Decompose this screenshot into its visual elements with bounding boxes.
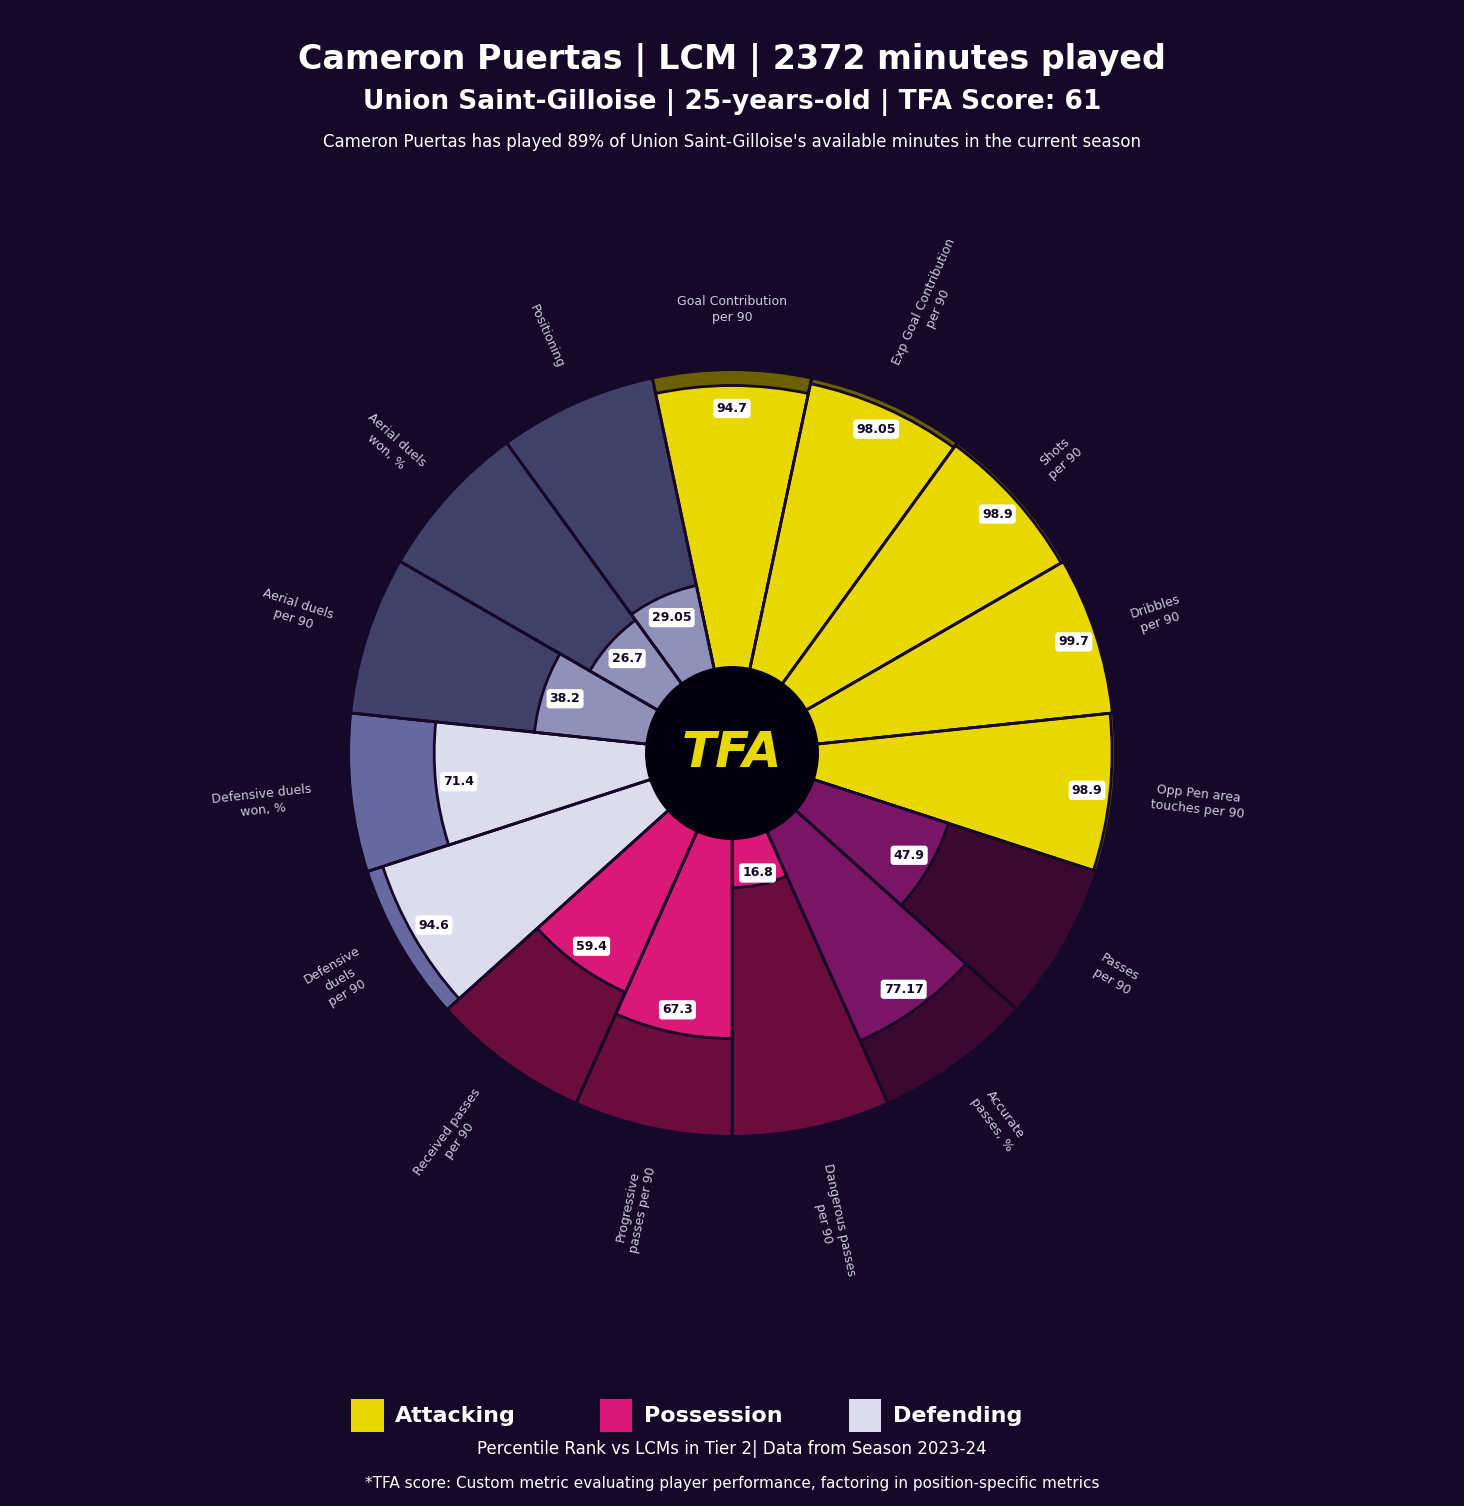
Text: 29.05: 29.05	[651, 611, 691, 623]
Wedge shape	[382, 779, 669, 998]
Text: Union Saint-Gilloise | 25-years-old | TFA Score: 61: Union Saint-Gilloise | 25-years-old | TF…	[363, 89, 1101, 116]
Wedge shape	[732, 830, 786, 887]
Text: Shots
per 90: Shots per 90	[1035, 432, 1085, 482]
Wedge shape	[400, 443, 682, 711]
Text: 98.9: 98.9	[1072, 783, 1102, 797]
Text: 94.7: 94.7	[716, 402, 748, 416]
Wedge shape	[750, 384, 955, 685]
Wedge shape	[575, 830, 732, 1137]
Wedge shape	[795, 779, 949, 905]
Wedge shape	[590, 620, 682, 711]
Text: Defensive duels
won, %: Defensive duels won, %	[211, 783, 315, 822]
Text: Attacking: Attacking	[395, 1405, 517, 1426]
Text: Percentile Rank vs LCMs in Tier 2| Data from Season 2023-24: Percentile Rank vs LCMs in Tier 2| Data …	[477, 1440, 987, 1458]
Text: Aerial duels
won, %: Aerial duels won, %	[354, 411, 429, 482]
Text: Possession: Possession	[644, 1405, 783, 1426]
Wedge shape	[750, 378, 957, 685]
Text: 71.4: 71.4	[444, 776, 474, 788]
Text: Goal Contribution
per 90: Goal Contribution per 90	[676, 295, 788, 324]
Wedge shape	[435, 721, 651, 845]
Wedge shape	[782, 443, 1064, 711]
Text: Received passes
per 90: Received passes per 90	[411, 1086, 496, 1187]
Wedge shape	[656, 386, 808, 670]
Wedge shape	[534, 654, 659, 744]
Text: Cameron Puertas has played 89% of Union Saint-Gilloise's available minutes in th: Cameron Puertas has played 89% of Union …	[324, 133, 1140, 151]
Wedge shape	[653, 369, 811, 670]
Wedge shape	[447, 809, 698, 1104]
Text: Progressive
passes per 90: Progressive passes per 90	[612, 1163, 659, 1254]
Text: 16.8: 16.8	[742, 866, 773, 880]
Wedge shape	[813, 712, 1116, 872]
Wedge shape	[367, 779, 669, 1009]
Text: Positioning: Positioning	[527, 303, 567, 370]
Wedge shape	[732, 830, 889, 1137]
Wedge shape	[795, 779, 1097, 1009]
Text: *TFA score: Custom metric evaluating player performance, factoring in position-s: *TFA score: Custom metric evaluating pla…	[365, 1476, 1099, 1491]
Text: Defensive
duels
per 90: Defensive duels per 90	[302, 944, 378, 1015]
Text: 67.3: 67.3	[662, 1003, 692, 1017]
Wedge shape	[616, 830, 732, 1039]
Wedge shape	[813, 714, 1113, 870]
Text: 77.17: 77.17	[884, 983, 924, 995]
Wedge shape	[766, 809, 1017, 1104]
Text: Dangerous passes
per 90: Dangerous passes per 90	[805, 1163, 858, 1280]
Wedge shape	[348, 712, 651, 872]
Wedge shape	[351, 562, 659, 744]
Text: Passes
per 90: Passes per 90	[1089, 952, 1140, 997]
Wedge shape	[782, 446, 1061, 711]
Text: 26.7: 26.7	[612, 652, 643, 666]
Text: Opp Pen area
touches per 90: Opp Pen area touches per 90	[1149, 783, 1246, 821]
Wedge shape	[805, 562, 1113, 744]
Text: Accurate
passes, %: Accurate passes, %	[968, 1086, 1029, 1154]
Text: Aerial duels
per 90: Aerial duels per 90	[256, 586, 335, 637]
Text: TFA: TFA	[682, 729, 782, 777]
Text: Defending: Defending	[893, 1405, 1022, 1426]
Text: 99.7: 99.7	[1058, 636, 1089, 649]
Text: 47.9: 47.9	[893, 849, 925, 861]
Wedge shape	[537, 809, 698, 992]
Text: 98.05: 98.05	[856, 423, 896, 435]
Text: Dribbles
per 90: Dribbles per 90	[1129, 593, 1187, 637]
Text: 38.2: 38.2	[549, 693, 580, 705]
Wedge shape	[507, 378, 714, 685]
Text: Exp Goal Contribution
per 90: Exp Goal Contribution per 90	[890, 236, 972, 373]
Wedge shape	[631, 586, 714, 685]
Circle shape	[646, 667, 818, 839]
Text: 59.4: 59.4	[577, 940, 608, 953]
Text: 94.6: 94.6	[419, 919, 449, 932]
Text: 98.9: 98.9	[982, 508, 1013, 521]
Wedge shape	[805, 562, 1113, 744]
Wedge shape	[766, 809, 966, 1041]
Text: Cameron Puertas | LCM | 2372 minutes played: Cameron Puertas | LCM | 2372 minutes pla…	[299, 44, 1165, 77]
